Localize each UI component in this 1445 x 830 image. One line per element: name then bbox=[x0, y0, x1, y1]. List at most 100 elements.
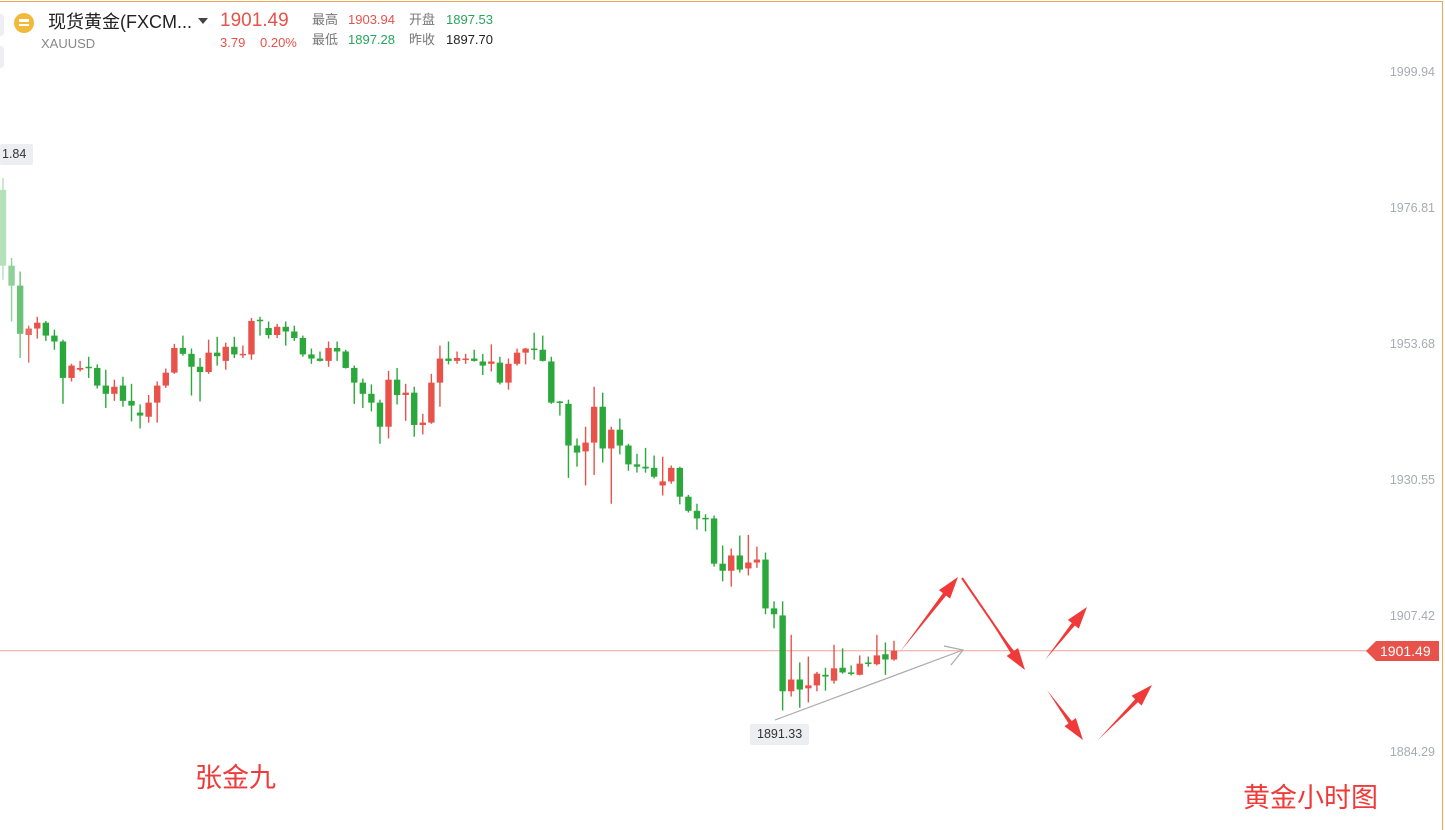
candle-body bbox=[590, 406, 598, 443]
candle bbox=[136, 404, 144, 429]
candle-body bbox=[445, 358, 452, 361]
candle-body bbox=[488, 361, 495, 364]
candle-body bbox=[471, 358, 478, 361]
candle bbox=[865, 656, 872, 667]
candle-body bbox=[291, 331, 298, 338]
candle-body bbox=[68, 365, 75, 378]
candle bbox=[299, 335, 307, 357]
projection-arrow-up bbox=[900, 577, 958, 652]
side-tab[interactable] bbox=[0, 46, 4, 68]
candle bbox=[359, 378, 367, 408]
candle-body bbox=[85, 366, 92, 369]
projection-arrow-down bbox=[990, 620, 1025, 670]
candle bbox=[736, 535, 743, 573]
candle bbox=[779, 601, 786, 711]
candle bbox=[685, 494, 692, 513]
candle-body bbox=[102, 385, 110, 394]
candle-body bbox=[419, 422, 426, 425]
instrument-header: 现货黄金(FXCM... XAUUSD 1901.49 3.79 0.20% 最… bbox=[14, 8, 514, 52]
candle-body bbox=[616, 429, 624, 446]
candle-body bbox=[239, 353, 247, 356]
candle-body bbox=[668, 467, 675, 482]
candle bbox=[582, 426, 589, 486]
candle bbox=[145, 394, 152, 423]
candle bbox=[351, 365, 358, 404]
candle-body bbox=[411, 392, 418, 425]
candle bbox=[890, 640, 898, 661]
instrument-title[interactable]: 现货黄金(FXCM... bbox=[48, 12, 192, 32]
candle-body bbox=[882, 654, 889, 660]
chevron-down-icon[interactable] bbox=[198, 18, 208, 24]
frame-border-top bbox=[0, 1, 1443, 2]
candle bbox=[171, 343, 178, 374]
candle-body bbox=[479, 361, 486, 366]
candle bbox=[462, 353, 469, 364]
candle-body bbox=[136, 412, 144, 416]
candle bbox=[291, 325, 298, 341]
high-value: 1903.94 bbox=[348, 12, 395, 27]
side-tab[interactable] bbox=[0, 14, 4, 36]
candle-body bbox=[496, 362, 504, 383]
candle-body bbox=[265, 327, 272, 336]
candle bbox=[342, 349, 349, 369]
candle-body bbox=[779, 615, 786, 692]
candle-body bbox=[368, 393, 375, 403]
candle-body bbox=[745, 562, 752, 569]
candle-body bbox=[145, 402, 152, 417]
candle-body bbox=[393, 379, 401, 395]
candle-body bbox=[813, 673, 821, 686]
candle-body bbox=[710, 518, 718, 564]
candle-body bbox=[402, 392, 409, 395]
candle bbox=[676, 466, 684, 505]
candle-body bbox=[830, 668, 838, 681]
low-label: 最低 bbox=[312, 32, 339, 47]
candle-body bbox=[856, 663, 863, 675]
candle bbox=[42, 320, 50, 341]
prev-close-label: 昨收 bbox=[409, 32, 436, 47]
candle-body bbox=[728, 555, 735, 571]
candle-body bbox=[59, 341, 67, 378]
candle-body bbox=[650, 467, 658, 477]
candle-body bbox=[847, 672, 855, 674]
candle-body bbox=[659, 481, 666, 486]
candle-body bbox=[582, 442, 589, 452]
candle-body bbox=[462, 358, 469, 361]
candle bbox=[368, 384, 375, 412]
author-annotation: 张金九 bbox=[195, 763, 276, 793]
candle bbox=[111, 379, 118, 401]
candle-body bbox=[34, 322, 41, 329]
candle bbox=[616, 418, 624, 455]
instrument-symbol: XAUUSD bbox=[41, 36, 96, 51]
candle-body bbox=[642, 466, 649, 469]
price-change-pct: 0.20% bbox=[260, 35, 297, 50]
candle-body bbox=[565, 403, 572, 446]
candle-body bbox=[171, 347, 178, 373]
y-tick-label: 1999.94 bbox=[1390, 65, 1435, 79]
candle bbox=[719, 545, 726, 582]
candle-body bbox=[188, 353, 195, 367]
candle-body bbox=[51, 335, 58, 342]
candle bbox=[659, 456, 666, 496]
candle bbox=[308, 348, 315, 364]
candle-body bbox=[111, 386, 118, 394]
candle bbox=[642, 447, 649, 473]
candle bbox=[411, 386, 418, 437]
projection-arrow-down bbox=[1047, 690, 1083, 740]
candle-body bbox=[865, 662, 872, 664]
candle bbox=[471, 349, 478, 362]
candle-body bbox=[693, 510, 701, 519]
candle bbox=[102, 369, 110, 408]
candle bbox=[59, 339, 67, 404]
candle-body bbox=[256, 319, 264, 322]
candle bbox=[188, 348, 195, 396]
candle bbox=[479, 353, 486, 375]
candle-body bbox=[736, 555, 743, 570]
candle bbox=[213, 336, 221, 366]
candle bbox=[385, 370, 392, 439]
min-price-tag: 1891.33 bbox=[750, 724, 810, 745]
last-price: 1901.49 bbox=[220, 10, 289, 31]
candle-body bbox=[213, 352, 221, 357]
candle bbox=[68, 363, 75, 382]
candle bbox=[248, 317, 255, 360]
candle bbox=[762, 552, 769, 615]
